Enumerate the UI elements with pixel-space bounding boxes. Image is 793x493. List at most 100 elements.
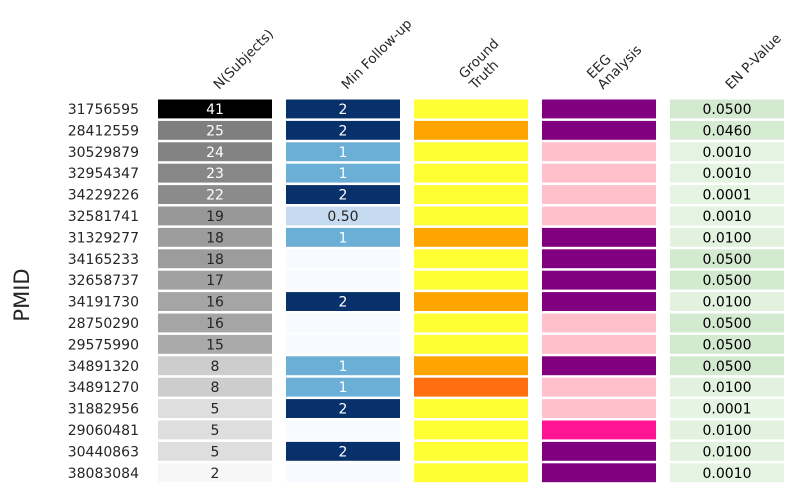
- cell-min-follow-up-label: 0.50: [327, 209, 358, 225]
- cell-min-follow-up: [286, 313, 400, 333]
- cell-n-subjects: [158, 356, 272, 376]
- cell-n-subjects: [158, 313, 272, 333]
- cell-en-p-value-label: 0.0100: [703, 423, 752, 439]
- cell-min-follow-up: [286, 292, 400, 311]
- cell-en-p-value-label: 0.0001: [703, 402, 752, 418]
- row-label-pmid: 30529879: [68, 145, 139, 161]
- cell-en-p-value-label: 0.0100: [703, 380, 752, 396]
- cell-n-subjects-label: 15: [206, 337, 224, 353]
- cell-en-p-value: [670, 227, 784, 247]
- cell-eeg-analysis: [542, 313, 656, 333]
- column-headers: N(Subjects) Min Follow-up GroundTruth EEGAn…: [211, 16, 785, 93]
- cell-en-p-value: [670, 249, 784, 269]
- cell-ground-truth: [414, 313, 528, 333]
- cell-ground-truth: [414, 142, 528, 162]
- cell-en-p-value: [670, 420, 784, 440]
- cell-en-p-value: [670, 163, 784, 183]
- row-label-pmid: 32581741: [68, 209, 139, 225]
- cell-eeg-analysis: [542, 206, 656, 226]
- row-label-pmid: 29575990: [68, 337, 139, 353]
- cell-ground-truth: [414, 185, 528, 204]
- row-label-pmid: 34165233: [68, 252, 139, 268]
- cell-min-follow-up: [286, 142, 400, 162]
- cell-min-follow-up-label: 1: [339, 166, 348, 182]
- cell-eeg-analysis: [542, 441, 656, 461]
- cell-ground-truth: [414, 227, 528, 247]
- cell-n-subjects-label: 18: [206, 230, 224, 246]
- cell-ground-truth: [414, 334, 528, 354]
- cell-min-follow-up-label: 1: [339, 145, 348, 161]
- cell-min-follow-up-label: 1: [339, 380, 348, 396]
- cell-en-p-value-label: 0.0010: [703, 166, 752, 182]
- cell-n-subjects: [158, 334, 272, 354]
- cell-ground-truth: [414, 399, 528, 418]
- cell-eeg-analysis: [542, 334, 656, 354]
- row-label-pmid: 28750290: [68, 316, 139, 332]
- cell-min-follow-up: [286, 120, 400, 140]
- cell-en-p-value-label: 0.0500: [703, 316, 752, 332]
- cell-ground-truth: [414, 356, 528, 376]
- cell-n-subjects: [158, 420, 272, 440]
- cell-en-p-value-label: 0.0010: [703, 145, 752, 161]
- cell-n-subjects: [158, 99, 272, 119]
- cell-eeg-analysis: [542, 99, 656, 119]
- cell-en-p-value-label: 0.0500: [703, 252, 752, 268]
- cell-n-subjects: [158, 185, 272, 204]
- cell-min-follow-up: [286, 441, 400, 461]
- cell-en-p-value: [670, 270, 784, 290]
- cell-en-p-value: [670, 399, 784, 418]
- cell-min-follow-up: [286, 377, 400, 397]
- cell-en-p-value: [670, 185, 784, 204]
- cell-n-subjects-label: 5: [211, 423, 220, 439]
- cell-eeg-analysis: [542, 227, 656, 247]
- cell-eeg-analysis: [542, 420, 656, 440]
- cell-n-subjects-label: 8: [211, 359, 220, 375]
- cell-n-subjects-label: 22: [206, 188, 224, 204]
- cell-en-p-value: [670, 313, 784, 333]
- cell-en-p-value: [670, 377, 784, 397]
- cell-eeg-analysis: [542, 270, 656, 290]
- cell-ground-truth: [414, 206, 528, 226]
- header-min-follow-up: Min Follow-up: [339, 16, 416, 93]
- cell-min-follow-up-label: 2: [339, 402, 348, 418]
- cell-min-follow-up: [286, 227, 400, 247]
- cell-n-subjects: [158, 206, 272, 226]
- cell-n-subjects: [158, 292, 272, 311]
- row-label-pmid: 28412559: [68, 123, 139, 139]
- cell-ground-truth: [414, 292, 528, 311]
- row-label-pmid: 34891320: [68, 359, 139, 375]
- cell-n-subjects-label: 5: [211, 402, 220, 418]
- cell-min-follow-up: [286, 420, 400, 440]
- cell-en-p-value: [670, 206, 784, 226]
- cell-min-follow-up: [286, 163, 400, 183]
- cell-min-follow-up: [286, 99, 400, 119]
- cell-min-follow-up: [286, 185, 400, 204]
- cell-en-p-value-label: 0.0100: [703, 295, 752, 311]
- cell-en-p-value: [670, 441, 784, 461]
- cell-min-follow-up: [286, 463, 400, 483]
- cell-ground-truth: [414, 120, 528, 140]
- cell-eeg-analysis: [542, 399, 656, 418]
- row-label-pmid: 38083084: [68, 466, 139, 482]
- row-label-pmid: 31756595: [68, 102, 139, 118]
- cell-ground-truth: [414, 270, 528, 290]
- cell-n-subjects-label: 24: [206, 145, 224, 161]
- cell-n-subjects-label: 19: [206, 209, 224, 225]
- cell-eeg-analysis: [542, 185, 656, 204]
- cell-ground-truth: [414, 463, 528, 483]
- header-n-subjects: N(Subjects): [211, 26, 278, 93]
- cell-en-p-value-label: 0.0010: [703, 209, 752, 225]
- cell-eeg-analysis: [542, 377, 656, 397]
- cell-min-follow-up-label: 2: [339, 295, 348, 311]
- cell-ground-truth: [414, 420, 528, 440]
- cell-min-follow-up-label: 1: [339, 359, 348, 375]
- cell-n-subjects-label: 8: [211, 380, 220, 396]
- row-label-pmid: 34891270: [68, 380, 139, 396]
- cell-ground-truth: [414, 377, 528, 397]
- cell-en-p-value: [670, 99, 784, 119]
- cell-n-subjects-label: 2: [211, 466, 220, 482]
- cell-eeg-analysis: [542, 356, 656, 376]
- cell-min-follow-up: [286, 334, 400, 354]
